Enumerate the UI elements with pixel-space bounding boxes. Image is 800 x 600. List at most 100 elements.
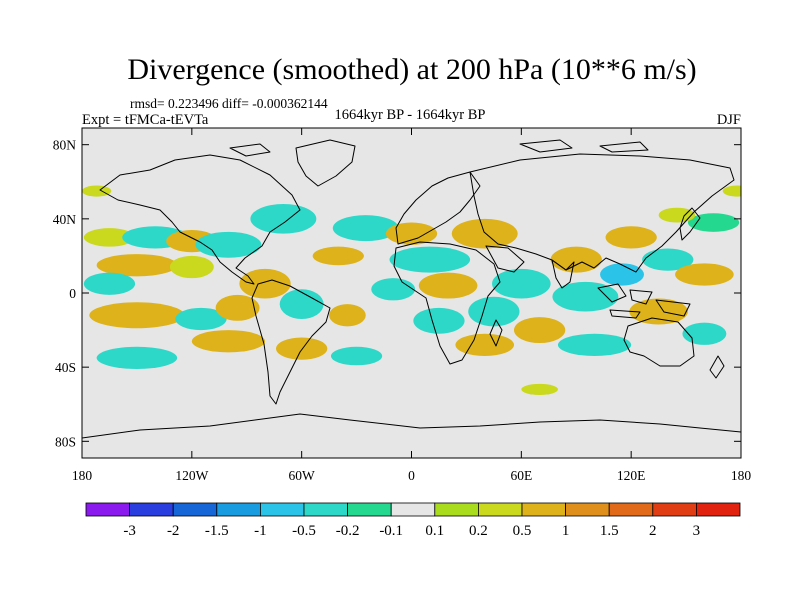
lat-tick-label: 40S [55,360,76,375]
lon-tick-label: 60E [510,468,532,483]
colorbar-swatch [347,502,392,517]
colorbar-swatch [303,502,348,517]
field-blob [215,294,260,321]
coast-antarctica [82,413,741,439]
colorbar: -3 -2 -1.5 -1 -0.5 -0.2 -0.1 0.1 0.2 0.5 1 1.5 2 3 [85,502,741,539]
coast-new-zealand [709,355,725,379]
divergence-field [82,185,741,395]
field-blob [605,226,657,249]
field-blob [521,383,558,395]
lon-tick-label: 60W [289,468,316,483]
field-blob [722,185,741,197]
season-label: DJF [717,112,741,128]
colorbar-swatch [172,502,218,517]
colorbar-swatch [565,502,610,517]
lat-tick-label: 0 [69,286,76,301]
field-blob [658,207,696,223]
coast-south-america [251,279,331,405]
field-blob [642,248,694,271]
coast-arctic-islands [229,139,649,157]
field-blob [455,333,515,357]
colorbar-label: 0.2 [469,523,488,539]
colorbar-label: -1 [254,523,267,539]
colorbar-swatch [434,502,479,517]
field-blob [675,263,734,286]
field-blob [330,346,383,366]
colorbar-label: -1.5 [205,523,229,539]
coast-north-america [99,154,301,285]
time-label: 1664kyr BP - 1664kyr BP [335,107,486,123]
colorbar-swatch [85,502,130,517]
field-blob [82,185,112,197]
field-blob [175,307,227,331]
field-blob [514,317,566,344]
lon-tick-label: 180 [72,468,93,483]
coastlines [82,139,741,439]
stats-line: rmsd= 0.223496 diff= -0.000362144 [130,96,328,111]
map-plot-area [82,128,741,458]
figure-title: Divergence (smoothed) at 200 hPa (10**6 … [127,53,696,86]
field-blob [191,330,266,353]
field-blob [552,281,619,312]
field-blob [89,302,185,329]
colorbar-swatch [521,502,566,517]
field-blob [371,278,416,301]
field-blob [279,289,324,319]
lat-tick-label: 80N [53,138,77,153]
colorbar-swatch [259,502,305,517]
colorbar-label: 0.5 [513,523,532,539]
colorbar-label: 2 [649,523,657,539]
coast-europe [395,171,481,245]
field-blob [250,204,317,234]
coast-japan [679,207,701,241]
lon-tick-label: 120E [617,468,646,483]
lon-tick-label: 180 [731,468,752,483]
field-blob [413,307,465,334]
colorbar-label: -0.2 [336,523,360,539]
colorbar-label: -3 [123,523,136,539]
axis-ticks: 80N 40N 0 40S 80S 180 120W 60W 0 60E 120E 180 [53,128,752,483]
colorbar-label: -2 [167,523,180,539]
coast-arabia [485,245,525,273]
coast-madagascar [489,319,503,347]
coast-maritime-continent [597,283,691,319]
field-blob [418,272,478,299]
field-blob [550,246,602,273]
coast-india [551,259,575,289]
field-blob [169,255,214,279]
experiment-label: Expt = tFMCa-tEVTa [82,112,209,128]
field-blob [687,213,740,232]
field-blob [557,333,632,357]
field-blob [451,218,518,249]
colorbar-swatch [390,502,436,517]
colorbar-swatch [477,502,523,517]
field-blob [600,263,644,286]
lon-tick-label: 120W [175,468,208,483]
field-blob [276,337,328,360]
colorbar-swatch [608,502,654,517]
coast-africa [393,241,501,365]
colorbar-label: 3 [693,523,701,539]
field-blob [468,296,520,327]
coast-asia [469,153,735,273]
colorbar-label: 1 [562,523,570,539]
field-blob [682,322,727,345]
field-blob [96,346,178,370]
colorbar-swatch [652,502,697,517]
coast-greenland [295,139,356,187]
field-blob [195,231,262,258]
colorbar-swatch [696,502,741,517]
field-blob [312,246,364,266]
field-blob [332,215,399,242]
field-blob [629,298,688,325]
colorbar-label: -0.1 [379,523,403,539]
field-blob [83,228,136,247]
field-blob [389,246,471,273]
colorbar-label: -0.5 [292,523,316,539]
lon-tick-label: 0 [408,468,415,483]
field-blob [239,268,291,299]
colorbar-label: 0.1 [425,523,444,539]
colorbar-swatch [216,502,261,517]
coast-australia [623,317,695,367]
